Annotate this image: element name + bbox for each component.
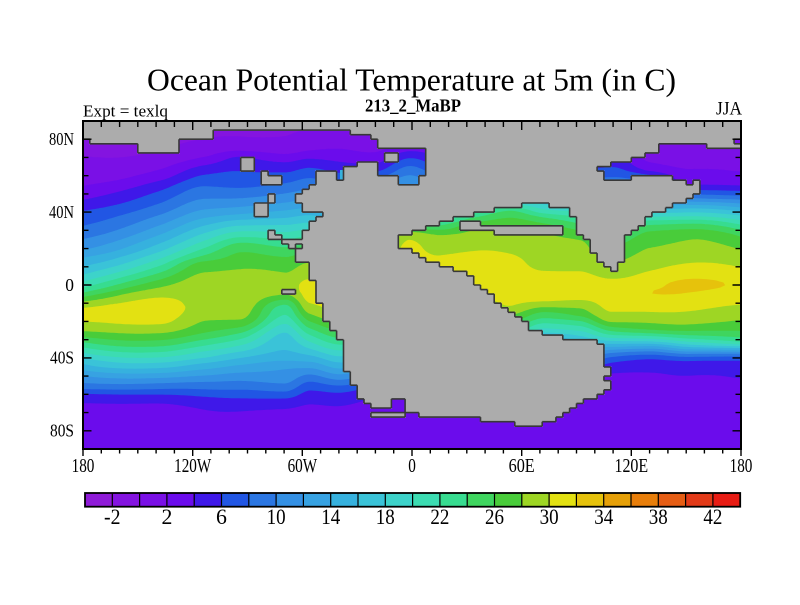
- svg-text:120E: 120E: [614, 456, 648, 477]
- svg-text:80S: 80S: [50, 421, 74, 441]
- svg-text:0: 0: [408, 456, 416, 477]
- svg-text:40S: 40S: [50, 348, 74, 368]
- svg-text:14: 14: [321, 505, 340, 529]
- svg-text:213_2_MaBP: 213_2_MaBP: [365, 95, 461, 115]
- svg-text:18: 18: [376, 505, 395, 529]
- svg-text:26: 26: [485, 505, 504, 529]
- svg-text:Expt = texlq: Expt = texlq: [83, 102, 168, 121]
- svg-text:34: 34: [594, 505, 613, 529]
- svg-text:6: 6: [216, 505, 227, 529]
- svg-text:0: 0: [65, 275, 74, 295]
- svg-text:Ocean Potential Temperature at: Ocean Potential Temperature at 5m (in C): [147, 63, 676, 98]
- svg-text:120W: 120W: [174, 456, 211, 477]
- svg-text:40N: 40N: [49, 202, 74, 222]
- svg-text:JJA: JJA: [716, 99, 742, 120]
- svg-text:2: 2: [161, 505, 172, 529]
- svg-text:60W: 60W: [288, 456, 318, 477]
- svg-text:22: 22: [430, 505, 449, 529]
- svg-text:180: 180: [730, 456, 753, 477]
- svg-text:38: 38: [649, 505, 668, 529]
- svg-text:-2: -2: [104, 505, 121, 529]
- svg-text:42: 42: [703, 505, 722, 529]
- svg-text:10: 10: [267, 505, 286, 529]
- svg-text:30: 30: [540, 505, 559, 529]
- svg-text:60E: 60E: [509, 456, 535, 477]
- svg-text:180: 180: [72, 456, 95, 477]
- svg-text:80N: 80N: [49, 129, 74, 149]
